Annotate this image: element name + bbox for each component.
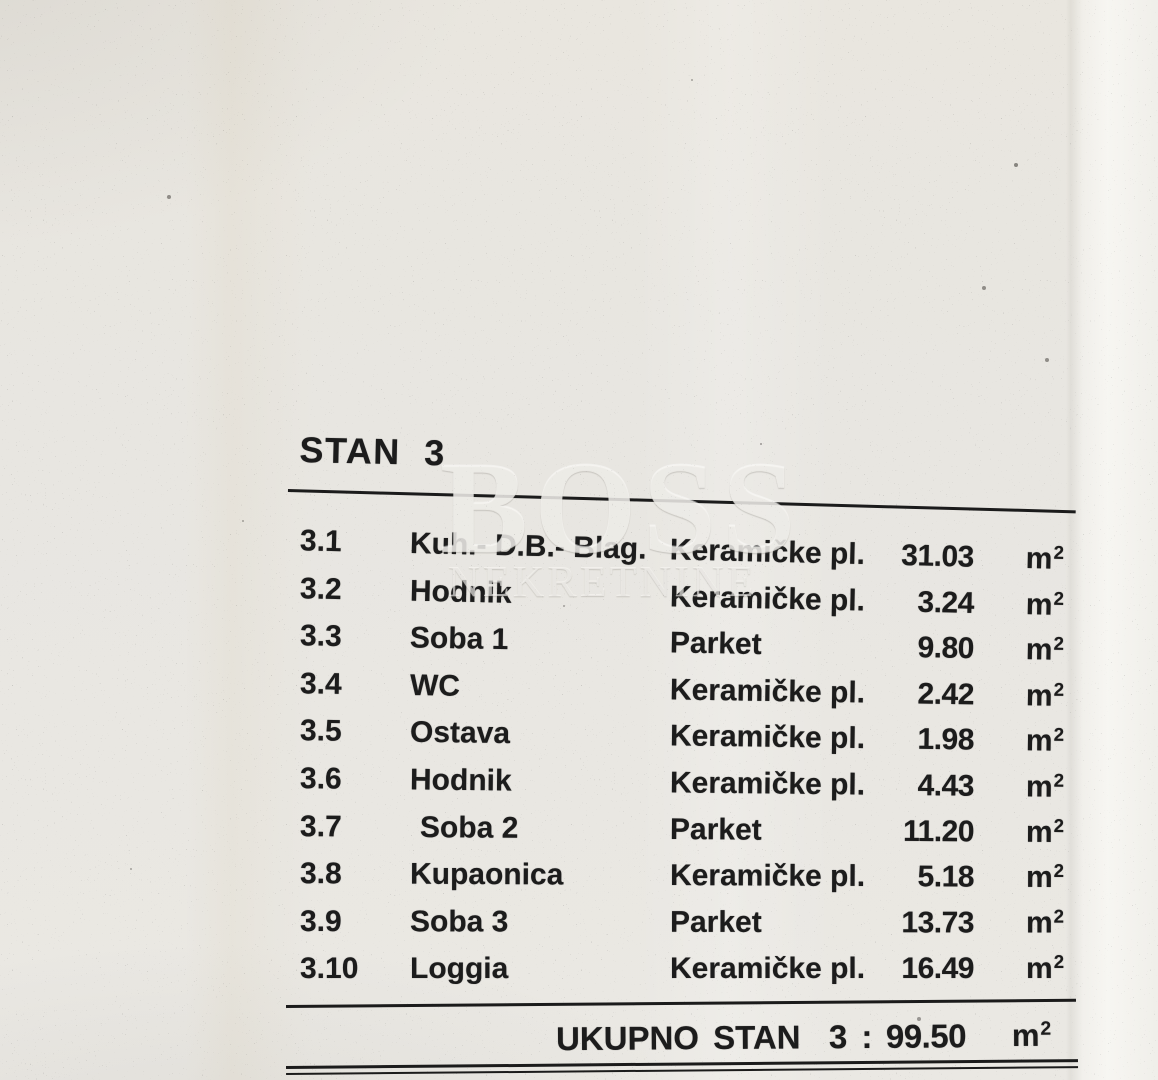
area-unit: m2 bbox=[1026, 945, 1064, 996]
area-unit: m2 bbox=[1026, 899, 1064, 950]
table-row: 3.7 Soba 2 Parket 11.20 m2 bbox=[288, 803, 1088, 857]
row-number: 3.9 bbox=[299, 904, 342, 938]
unit-exponent: 2 bbox=[1053, 723, 1065, 745]
page-title: STAN 3 bbox=[299, 429, 447, 474]
total-row: UKUPNO STAN 3 : 99.50 m2 bbox=[288, 1013, 1080, 1063]
unit-exponent: 2 bbox=[1053, 859, 1065, 882]
row-number: 3.6 bbox=[299, 762, 342, 796]
room-name: Kupaonica bbox=[409, 857, 564, 892]
area-unit: m2 bbox=[1026, 808, 1064, 859]
unit-base: m bbox=[1025, 633, 1053, 667]
unit-exponent: 2 bbox=[1053, 632, 1065, 654]
table-row: 3.10 Loggia Keramičke pl. 16.49 m2 bbox=[288, 945, 1088, 993]
unit-exponent: 2 bbox=[1053, 814, 1065, 836]
row-number: 3.1 bbox=[299, 524, 343, 559]
room-name: WC bbox=[409, 668, 461, 703]
table-row: 3.8 Kupaonica Keramičke pl. 5.18 m2 bbox=[288, 850, 1088, 902]
flooring-type: Parket bbox=[669, 812, 762, 847]
room-name: Soba 2 bbox=[419, 810, 519, 845]
area-unit: m2 bbox=[1026, 718, 1065, 769]
room-name: Kuh.- D.B.- Blag. bbox=[409, 526, 647, 566]
area-unit: m2 bbox=[1026, 854, 1064, 905]
area-unit: m2 bbox=[1025, 581, 1064, 632]
unit-base: m bbox=[1025, 542, 1053, 576]
room-name: Hodnik bbox=[409, 763, 512, 798]
row-number: 3.4 bbox=[299, 666, 342, 701]
area-unit: m2 bbox=[1025, 626, 1065, 677]
unit-base: m bbox=[1025, 679, 1053, 713]
area-value: 31.03 bbox=[900, 538, 975, 574]
total-area-value: 99.50 bbox=[885, 1017, 967, 1055]
area-value: 2.42 bbox=[917, 677, 975, 712]
flooring-type: Parket bbox=[669, 626, 762, 662]
total-separator-rule bbox=[286, 998, 1077, 1009]
unit-base: m bbox=[1025, 724, 1053, 759]
unit-base: m bbox=[1025, 770, 1053, 804]
unit-base: m bbox=[1026, 952, 1053, 986]
area-table-rows: 3.1 Kuh.- D.B.- Blag. Keramičke pl. 31.0… bbox=[288, 517, 1088, 993]
unit-base: m bbox=[1025, 815, 1053, 849]
row-number: 3.7 bbox=[299, 809, 342, 843]
unit-exponent: 2 bbox=[1053, 905, 1065, 927]
area-value: 16.49 bbox=[901, 952, 974, 986]
area-value: 5.18 bbox=[917, 860, 975, 894]
unit-base: m bbox=[1025, 906, 1053, 940]
room-name: Hodnik bbox=[409, 574, 512, 610]
row-number: 3.3 bbox=[299, 619, 343, 654]
unit-exponent: 2 bbox=[1053, 769, 1065, 791]
unit-exponent: 2 bbox=[1053, 678, 1065, 700]
room-name: Ostava bbox=[409, 716, 511, 751]
row-number: 3.10 bbox=[300, 952, 359, 986]
unit-base: m bbox=[1025, 587, 1053, 622]
area-unit: m2 bbox=[1025, 535, 1064, 587]
area-value: 9.80 bbox=[917, 631, 975, 666]
flooring-type: Parket bbox=[669, 905, 762, 939]
total-area-unit: m2 bbox=[1012, 1014, 1052, 1063]
unit-base: m bbox=[1025, 861, 1053, 895]
area-value: 4.43 bbox=[917, 769, 975, 803]
area-unit: m2 bbox=[1025, 672, 1065, 723]
unit-exponent: 2 bbox=[1053, 951, 1065, 973]
area-value: 11.20 bbox=[902, 814, 975, 848]
room-name: Loggia bbox=[410, 952, 509, 986]
room-name: Soba 3 bbox=[409, 905, 509, 939]
row-number: 3.8 bbox=[299, 857, 342, 891]
title-underline-rule bbox=[287, 489, 1076, 514]
unit-exponent: 2 bbox=[1040, 1019, 1052, 1041]
unit-exponent: 2 bbox=[1053, 541, 1065, 563]
unit-base: m bbox=[1011, 1017, 1040, 1053]
row-number: 3.2 bbox=[299, 571, 343, 606]
area-unit: m2 bbox=[1026, 763, 1065, 814]
table-row: 3.9 Soba 3 Parket 13.73 m2 bbox=[288, 898, 1088, 947]
unit-exponent: 2 bbox=[1053, 587, 1065, 609]
room-name: Soba 1 bbox=[409, 621, 509, 657]
area-value: 3.24 bbox=[917, 585, 975, 620]
area-value: 13.73 bbox=[901, 906, 975, 940]
row-number: 3.5 bbox=[299, 714, 342, 749]
area-value: 1.98 bbox=[917, 723, 975, 757]
